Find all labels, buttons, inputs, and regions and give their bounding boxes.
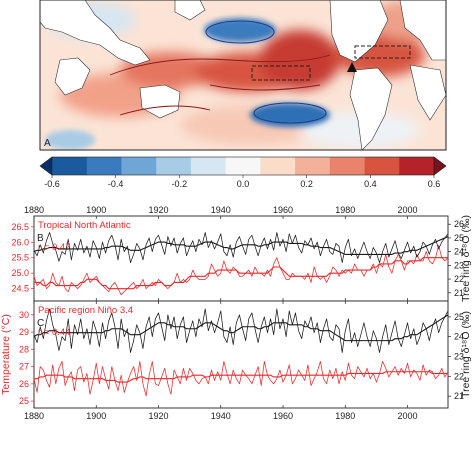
y-left-tick-label: 26.5 bbox=[11, 222, 29, 232]
colorbar-segment bbox=[121, 157, 157, 175]
x-tick-label: 1900 bbox=[86, 411, 106, 421]
panel-letter: B bbox=[37, 233, 44, 244]
y-right-tick-label: 25 bbox=[454, 233, 464, 243]
contour-lines bbox=[205, 20, 327, 124]
colorbar-segment bbox=[364, 157, 400, 175]
tna-box bbox=[354, 45, 411, 59]
colorbar-segment bbox=[86, 157, 122, 175]
tree-ring-smoothed-line bbox=[34, 314, 448, 342]
plot-frame bbox=[33, 215, 449, 302]
x-tick-label-top: 1960 bbox=[273, 205, 293, 215]
series-group bbox=[34, 232, 448, 296]
panel-b: 1880 1900 1920 1940 1960 1980 2000 24.5 25.0 25.5… bbox=[11, 205, 464, 302]
y-right-tick-label: 26 bbox=[454, 219, 464, 229]
panel-title: Tropical North Atlantic bbox=[38, 220, 131, 231]
y-right-tick-label: 24 bbox=[454, 247, 464, 257]
colorbar-tick-label: 0.4 bbox=[364, 179, 377, 189]
y-right-tick-label: 25 bbox=[454, 312, 464, 322]
colorbar-segment bbox=[190, 157, 226, 175]
temperature-annual-line bbox=[34, 361, 448, 397]
y-left-tick-label: 27 bbox=[19, 362, 29, 372]
panel-c: 1880 1900 1920 1940 1960 1980 2000 25 26 27 28 29 30… bbox=[19, 300, 464, 421]
series-group bbox=[34, 308, 448, 397]
temperature-smoothed-line bbox=[34, 257, 448, 290]
y-left-axis-label-c: Temperature (°C) bbox=[0, 314, 12, 395]
x-tick-label: 1880 bbox=[24, 411, 44, 421]
x-tick-label-top: 1900 bbox=[86, 205, 106, 215]
y-right-tick-label: 23 bbox=[454, 260, 464, 270]
x-tick-label: 1920 bbox=[148, 411, 168, 421]
colorbar: -0.6 -0.4 -0.2 0.0 0.2 0.4 0.6 bbox=[39, 156, 447, 189]
x-tick-label-top: 2000 bbox=[398, 205, 418, 215]
colorbar-tick-label: 0.0 bbox=[237, 179, 250, 189]
y-right-tick-label: 22 bbox=[454, 274, 464, 284]
colorbar-segment bbox=[295, 157, 331, 175]
y-left-tick-label: 29 bbox=[19, 327, 29, 337]
y-left-tick-label: 24.5 bbox=[11, 284, 29, 294]
y-left-tick-label: 30 bbox=[19, 310, 29, 320]
y-right-tick-label: 21 bbox=[454, 288, 464, 298]
y-right-tick-label: 23 bbox=[454, 351, 464, 361]
colorbar-tick-label: 0.6 bbox=[428, 179, 441, 189]
y-left-tick-label: 26.0 bbox=[11, 237, 29, 247]
x-tick-label-top: 1940 bbox=[211, 205, 231, 215]
x-tick-label-top: 1980 bbox=[335, 205, 355, 215]
plot-frame bbox=[33, 300, 449, 409]
index-region-boxes bbox=[251, 45, 411, 81]
y-right-axis-label-b: Tree ring δ¹⁸O (‰) bbox=[460, 215, 472, 302]
colorbar-tick-label: -0.2 bbox=[172, 179, 188, 189]
colorbar-segment bbox=[52, 157, 88, 175]
colorbar-segment bbox=[225, 157, 261, 175]
map-frame bbox=[39, 0, 447, 151]
colorbar-tip-low bbox=[39, 156, 53, 176]
land-masses bbox=[40, 0, 446, 150]
colorbar-segment bbox=[260, 157, 296, 175]
x-tick-label: 1960 bbox=[273, 411, 293, 421]
colorbar-segment bbox=[329, 157, 365, 175]
y-right-axis-label-c: Tree ring δ¹⁸O (‰) bbox=[460, 311, 472, 398]
panel-letter: C bbox=[37, 318, 44, 329]
colorbar-segment bbox=[399, 157, 435, 175]
y-left-tick-label: 25.0 bbox=[11, 268, 29, 278]
tree-ring-smoothed-line bbox=[34, 236, 448, 255]
y-right-tick-label: 24 bbox=[454, 332, 464, 342]
y-left-tick-label: 25 bbox=[19, 396, 29, 406]
colorbar-tip-high bbox=[433, 156, 447, 176]
map-panel: A bbox=[39, 0, 447, 151]
x-tick-label-top: 1880 bbox=[24, 205, 44, 215]
y-right-tick-label: 21 bbox=[454, 391, 464, 401]
y-left-tick-label: 25.5 bbox=[11, 253, 29, 263]
x-tick-label-top: 1920 bbox=[148, 205, 168, 215]
x-tick-label: 1940 bbox=[211, 411, 231, 421]
tree-ring-annual-line bbox=[34, 232, 448, 263]
panel-title: Pacific region Niño 3.4 bbox=[38, 305, 133, 316]
x-tick-label: 1980 bbox=[335, 411, 355, 421]
y-left-tick-label: 28 bbox=[19, 344, 29, 354]
temperature-smoothed-line bbox=[34, 371, 448, 383]
colorbar-tick-label: -0.4 bbox=[108, 179, 124, 189]
colorbar-tick-label: 0.2 bbox=[300, 179, 313, 189]
site-marker-icon bbox=[347, 62, 357, 72]
correlation-label: r = 0.44 bbox=[38, 327, 70, 338]
y-right-tick-label: 22 bbox=[454, 371, 464, 381]
x-tick-label: 2000 bbox=[398, 411, 418, 421]
tree-ring-annual-line bbox=[34, 308, 448, 353]
correlation-label: r = 0.47 bbox=[38, 242, 70, 253]
y-left-tick-label: 26 bbox=[19, 379, 29, 389]
colorbar-segment bbox=[156, 157, 192, 175]
panel-a-letter: A bbox=[44, 138, 51, 149]
colorbar-tick-label: -0.6 bbox=[44, 179, 60, 189]
